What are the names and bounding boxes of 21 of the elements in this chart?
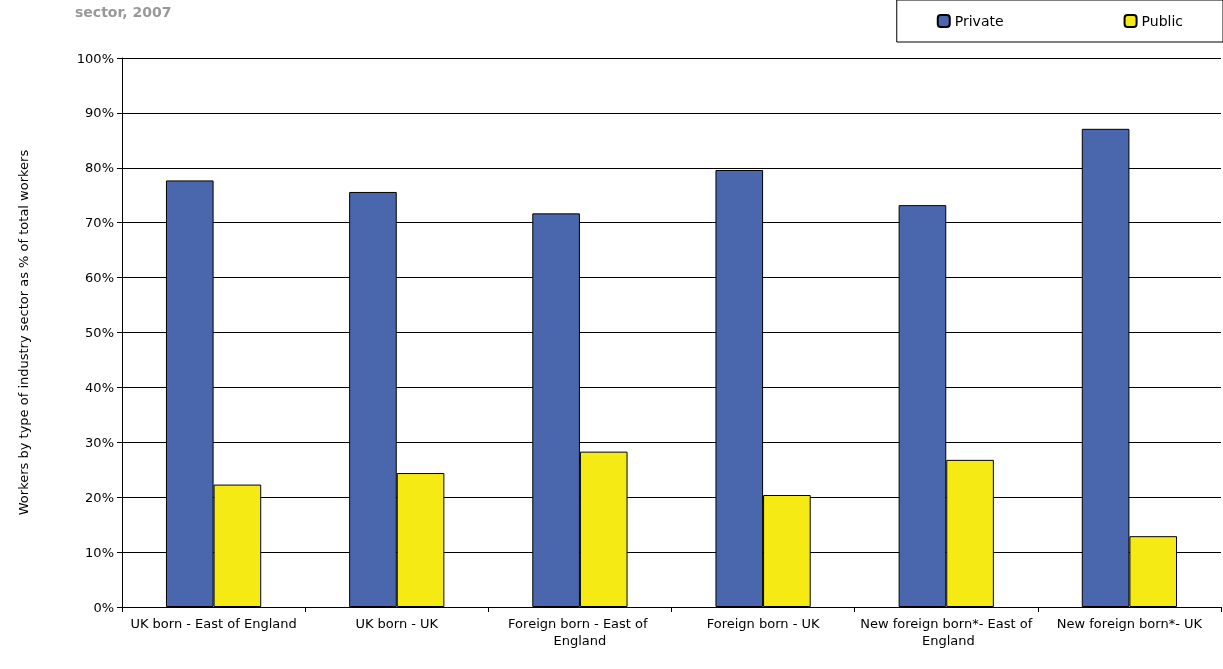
y-tick-label: 90% (85, 105, 114, 121)
x-tick-label: UK born - East of England (130, 616, 297, 631)
legend-label: Public (1141, 13, 1183, 29)
y-axis-title: Workers by type of industry sector as % of total workers (16, 149, 31, 516)
y-tick-label: 80% (85, 160, 114, 176)
x-tick-label: UK born - UK (355, 616, 439, 631)
legend-label: Private (954, 13, 1004, 29)
x-tick-label: New foreign born*- UK (1056, 616, 1203, 631)
x-tick-label: New foreign born*- East of England (860, 616, 1033, 648)
chart-title: sector, 2007 (75, 4, 172, 20)
y-tick-label: 50% (85, 325, 114, 340)
x-tick-label: Foreign born - East of England (508, 616, 652, 648)
y-tick-label: 60% (85, 270, 114, 286)
y-tick-label: 40% (85, 379, 114, 395)
y-tick-label: 100% (76, 50, 114, 66)
y-tick-label: 70% (85, 215, 114, 231)
y-tick-label: 30% (85, 434, 114, 450)
y-tick-label: 10% (85, 544, 114, 560)
x-tick-label: Foreign born - UK (706, 616, 820, 631)
y-tick-label: 0% (93, 599, 114, 615)
y-tick-label: 20% (85, 489, 114, 505)
